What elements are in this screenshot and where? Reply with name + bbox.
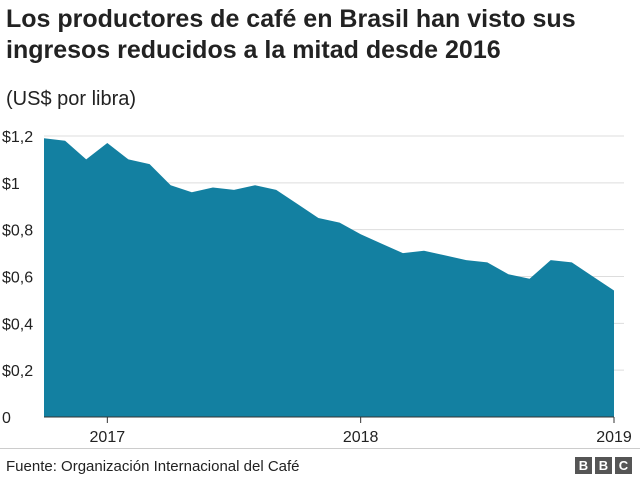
y-tick-labels: 0 $0,2 $0,4 $0,6 $0,8 $1 $1,2 xyxy=(2,129,33,427)
axes xyxy=(44,416,615,423)
bbc-logo-letter: B xyxy=(595,457,612,474)
x-tick-label: 2017 xyxy=(90,429,126,445)
area-chart: 0 $0,2 $0,4 $0,6 $0,8 $1 $1,2 2017 2018 2019 xyxy=(2,129,632,445)
bbc-logo: B B C xyxy=(575,457,632,474)
price-area xyxy=(44,138,614,418)
y-tick-label: $1 xyxy=(2,176,20,193)
y-tick-label: $0,8 xyxy=(2,223,33,240)
y-tick-label: $1,2 xyxy=(2,129,33,146)
x-tick-label: 2019 xyxy=(596,429,632,445)
y-tick-label: $0,6 xyxy=(2,270,33,287)
bbc-logo-letter: B xyxy=(575,457,592,474)
chart-title: Los productores de café en Brasil han vi… xyxy=(6,5,576,64)
y-unit-label: (US$ por libra) xyxy=(6,88,137,110)
source-note: Fuente: Organización Internacional del C… xyxy=(6,458,300,475)
footer: Fuente: Organización Internacional del C… xyxy=(0,448,640,479)
x-tick-label: 2018 xyxy=(343,429,379,445)
bbc-logo-letter: C xyxy=(615,457,632,474)
y-tick-label: 0 xyxy=(2,410,11,427)
y-tick-label: $0,2 xyxy=(2,363,33,380)
y-tick-label: $0,4 xyxy=(2,316,33,333)
x-tick-labels: 2017 2018 2019 xyxy=(90,429,632,445)
